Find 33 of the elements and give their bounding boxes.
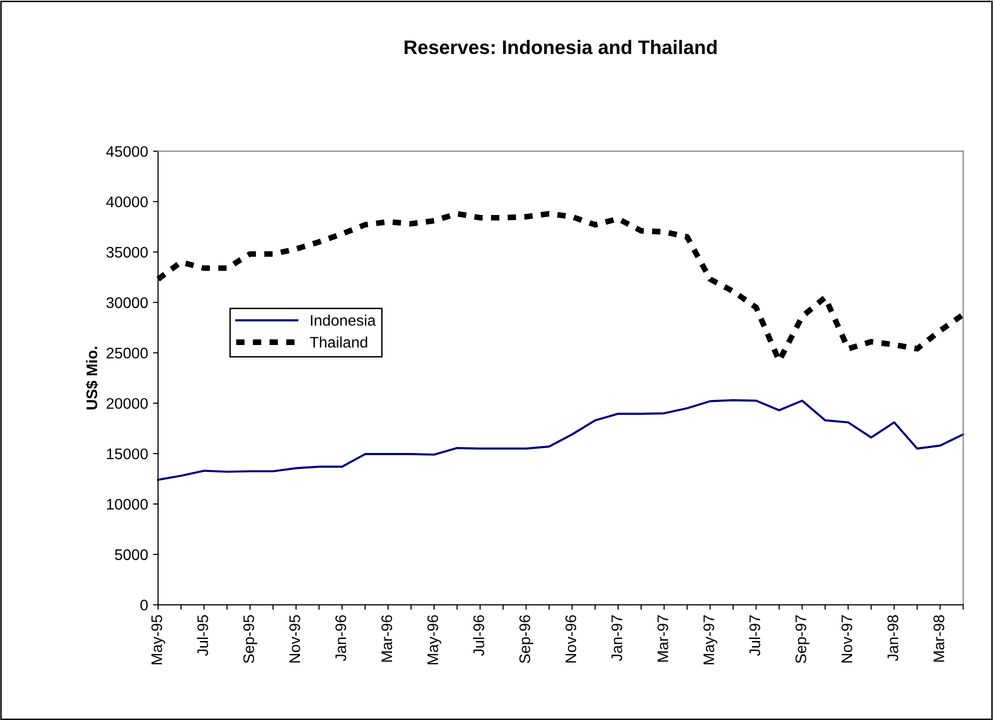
- line-series: [157, 399, 964, 481]
- x-tick-label: Sep-96: [519, 615, 534, 664]
- x-tick-label: Jan-98: [887, 615, 898, 661]
- y-tick-label: 40000: [106, 196, 148, 208]
- legend-label: Indonesia: [310, 314, 376, 326]
- y-tick-label: 15000: [107, 448, 148, 460]
- x-tick-label: Mar-96: [381, 615, 392, 662]
- x-tick-label: Jan-96: [335, 615, 346, 661]
- x-tick-label: Mar-98: [933, 615, 944, 662]
- x-tick-label: May-96: [427, 615, 442, 664]
- x-tick-label: Sep-95: [243, 615, 258, 664]
- y-axis-title: US$ Mio.: [86, 346, 98, 410]
- x-tick-label: May-97: [703, 615, 718, 664]
- x-tick-label: May-95: [151, 615, 166, 664]
- y-tick-label: 25000: [106, 348, 148, 358]
- x-tick-label: Nov-95: [289, 615, 300, 663]
- y-tick-label: 5000: [114, 549, 148, 560]
- legend-label: Thailand: [310, 336, 368, 348]
- y-tick-label: 0: [140, 600, 148, 610]
- y-tick-label: 20000: [106, 398, 148, 409]
- x-tick-label: Mar-97: [657, 615, 668, 662]
- y-tick-label: 45000: [106, 146, 148, 157]
- x-tick-label: Jul-95: [196, 615, 208, 656]
- y-tick-label: 10000: [107, 498, 148, 510]
- y-tick-label: 30000: [106, 297, 148, 308]
- chart-title: Reserves: Indonesia and Thailand: [404, 40, 717, 54]
- y-tick-label: 35000: [106, 246, 148, 258]
- x-tick-label: Nov-97: [841, 615, 852, 663]
- x-tick-label: Jan-97: [611, 615, 622, 661]
- x-tick-label: Sep-97: [795, 615, 810, 664]
- x-tick-label: Jul-97: [749, 615, 760, 656]
- x-tick-label: Jul-96: [472, 615, 484, 656]
- x-tick-label: Nov-96: [565, 615, 576, 663]
